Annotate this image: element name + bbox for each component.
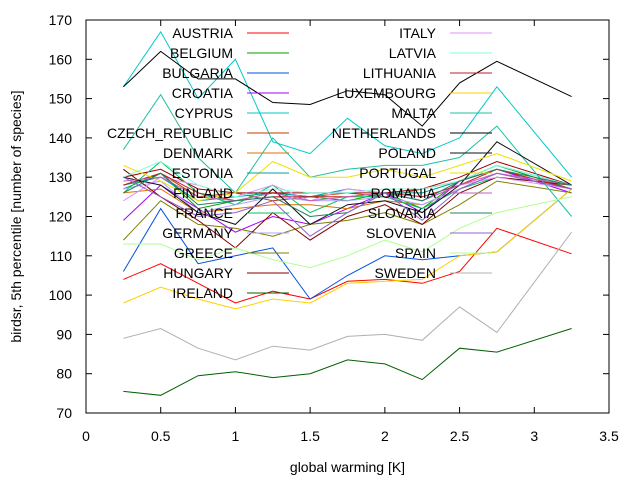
series-line-portugal	[123, 153, 572, 202]
legend-label-greece: GREECE	[174, 245, 233, 261]
series-line-slovenia	[123, 172, 572, 237]
y-tick-label: 90	[56, 326, 72, 342]
legend-label-czech-republic: CZECH_REPUBLIC	[107, 125, 233, 141]
legend-label-lithuania: LITHUANIA	[363, 65, 437, 81]
series-line-slovakia	[123, 168, 572, 218]
legend-label-croatia: CROATIA	[172, 85, 234, 101]
y-tick-label: 110	[50, 248, 73, 264]
axes: 0 0.5 1 1.5 2 2.5 3 3.5 70 80 90 100 110 120 130 140 150…	[49, 12, 619, 444]
legend-label-denmark: DENMARK	[163, 145, 234, 161]
y-tick-label: 100	[49, 287, 73, 303]
y-tick-label: 150	[49, 91, 73, 107]
legend: AUSTRIA BELGIUM BULGARIA CROATIA CYPRUS CZECH…	[107, 25, 492, 301]
legend-label-ireland: IRELAND	[172, 285, 233, 301]
legend-label-estonia: ESTONIA	[172, 165, 234, 181]
series-line-spain	[123, 196, 572, 269]
series-line-austria	[123, 227, 572, 304]
legend-label-poland: POLAND	[378, 145, 436, 161]
legend-label-finland: FINLAND	[173, 185, 233, 201]
legend-label-italy: ITALY	[399, 25, 436, 41]
legend-label-germany: GERMANY	[162, 225, 233, 241]
series-line-romania	[123, 172, 572, 202]
series-line-sweden	[123, 231, 573, 361]
legend-label-cyprus: CYPRUS	[175, 105, 233, 121]
y-tick-label: 130	[49, 169, 73, 185]
series-layer	[122, 30, 573, 396]
y-axis-label: birdsr, 5th percentile [number of specie…	[8, 90, 24, 342]
x-tick-label: 1	[232, 428, 240, 444]
x-tick-label: 1.5	[300, 428, 320, 444]
x-tick-label: 3.5	[599, 428, 619, 444]
y-tick-label: 160	[49, 51, 73, 67]
legend-label-belgium: BELGIUM	[170, 45, 233, 61]
x-axis-label: global warming [K]	[290, 459, 405, 475]
legend-label-slovenia: SLOVENIA	[366, 225, 437, 241]
legend-label-slovakia: SLOVAKIA	[368, 205, 437, 221]
series-line-ireland	[123, 328, 572, 396]
y-tick-label: 70	[56, 405, 72, 421]
legend-label-netherlands: NETHERLANDS	[332, 125, 436, 141]
series-line-luxembourg	[123, 188, 572, 310]
legend-label-sweden: SWEDEN	[375, 265, 436, 281]
series-line-greece	[123, 180, 572, 241]
legend-label-france: FRANCE	[175, 205, 233, 221]
legend-label-austria: AUSTRIA	[172, 25, 233, 41]
series-line-italy	[123, 176, 572, 202]
series-line-malta	[122, 93, 572, 217]
legend-label-hungary: HUNGARY	[163, 265, 233, 281]
series-line-cyprus	[122, 30, 572, 178]
legend-label-portugal: PORTUGAL	[359, 165, 436, 181]
x-tick-label: 0.5	[151, 428, 171, 444]
legend-label-romania: ROMANIA	[371, 185, 437, 201]
x-tick-label: 3	[530, 428, 538, 444]
x-tick-label: 0	[82, 428, 90, 444]
y-tick-label: 140	[49, 130, 73, 146]
y-tick-label: 80	[56, 366, 72, 382]
series-line-lithuania	[123, 168, 572, 202]
series-line-france	[123, 160, 572, 214]
legend-label-bulgaria: BULGARIA	[162, 65, 233, 81]
legend-label-latvia: LATVIA	[389, 45, 437, 61]
x-tick-label: 2.5	[450, 428, 470, 444]
legend-label-luxembourg: LUXEMBOURG	[336, 85, 436, 101]
series-line-hungary	[123, 168, 572, 249]
x-tick-label: 2	[381, 428, 389, 444]
legend-label-malta: MALTA	[391, 105, 436, 121]
y-tick-label: 120	[49, 209, 73, 225]
y-tick-label: 170	[49, 12, 73, 28]
series-line-netherlands	[123, 50, 572, 127]
legend-label-spain: SPAIN	[395, 245, 436, 261]
